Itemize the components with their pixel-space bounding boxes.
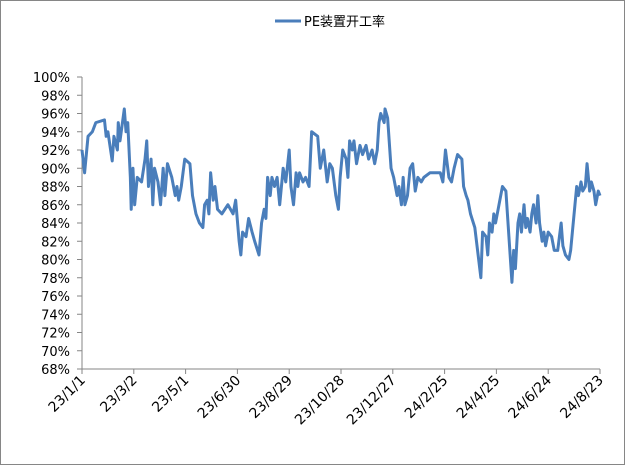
y-tick-label: 78% [41, 272, 70, 287]
y-tick-label: 88% [41, 181, 70, 196]
y-tick-label: 86% [41, 199, 70, 214]
y-tick-label: 72% [41, 327, 70, 342]
y-tick-label: 96% [41, 108, 70, 123]
y-tick-label: 98% [41, 89, 70, 104]
y-tick-label: 94% [41, 126, 70, 141]
y-tick-label: 74% [41, 308, 70, 323]
y-tick-label: 80% [41, 254, 70, 269]
y-tick-label: 82% [41, 235, 70, 250]
y-tick-label: 100% [33, 71, 70, 86]
y-tick-label: 84% [41, 217, 70, 232]
legend-label: PE装置开工率 [304, 14, 385, 30]
y-tick-label: 90% [41, 162, 70, 177]
series-line [80, 107, 602, 284]
y-tick-label: 70% [41, 345, 70, 360]
y-tick-label: 92% [41, 144, 70, 159]
y-tick-label: 76% [41, 290, 70, 305]
y-tick-label: 68% [41, 363, 70, 378]
